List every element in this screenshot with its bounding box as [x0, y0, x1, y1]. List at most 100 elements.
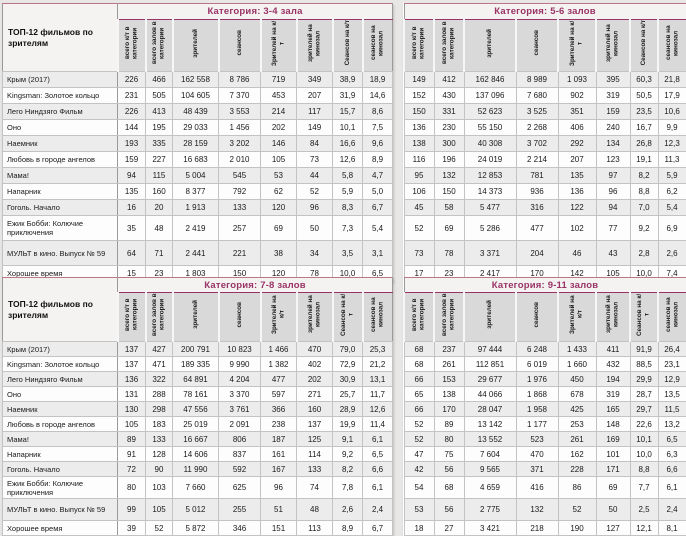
- value-cell: 13,2: [657, 416, 686, 432]
- value-cell: 9,2: [629, 215, 659, 241]
- value-cell: 8 989: [515, 71, 559, 88]
- table-row: 68 237 97 444 6 248 1 433 411 91,9 26,4: [403, 341, 686, 357]
- value-cell: 104 605: [172, 87, 219, 104]
- value-cell: 38,9: [332, 71, 363, 88]
- column-header-label: зрителей на кинозал: [605, 24, 620, 62]
- table-row: Мама! 89 133 16 667 806 187 125 9,1 6,1: [2, 431, 394, 447]
- value-cell: 68: [403, 341, 435, 357]
- table-body: Крым (2017) 226 466 162 558 8 786 719 349 38,9 1…: [2, 71, 394, 282]
- column-header-label: зрителей на кинозал: [306, 295, 322, 334]
- value-cell: 115: [145, 167, 173, 184]
- title-row: Категория: 9-11 залов: [404, 277, 686, 293]
- value-cell: 6,3: [657, 446, 686, 462]
- table-row: 136 230 55 150 2 268 406 240 16,7 9,9: [403, 119, 686, 136]
- value-cell: 6,2: [657, 183, 686, 200]
- table-row: 54 68 4 659 416 86 69 7,7 6,1: [403, 476, 686, 499]
- value-cell: 162 558: [172, 71, 219, 88]
- table-head: Категория: 9-11 залов всего к/т в категор…: [403, 277, 686, 342]
- category-title: Категория: 7-8 залов: [117, 277, 393, 293]
- value-cell: 5 477: [463, 199, 517, 216]
- value-cell: 72: [117, 461, 146, 477]
- value-cell: 73: [403, 240, 435, 266]
- table-row: Крым (2017) 226 466 162 558 8 786 719 349 38,9 1…: [2, 71, 394, 88]
- value-cell: 3,5: [332, 240, 363, 266]
- value-cell: 2 441: [172, 240, 219, 266]
- value-cell: 10,1: [629, 431, 659, 447]
- value-cell: 190: [557, 520, 597, 536]
- value-cell: 45: [403, 199, 435, 216]
- value-cell: 35: [117, 215, 146, 241]
- value-cell: 189 335: [172, 356, 219, 372]
- value-cell: 29,7: [629, 401, 659, 417]
- value-cell: 38: [260, 240, 297, 266]
- value-cell: 136: [403, 119, 435, 136]
- table-row: 53 56 2 775 132 52 50 2,5 2,4: [403, 498, 686, 521]
- value-cell: 5 872: [172, 520, 219, 536]
- value-cell: 11 990: [172, 461, 219, 477]
- value-cell: 135: [557, 167, 597, 184]
- value-cell: 136: [117, 371, 146, 387]
- value-cell: 351: [557, 103, 597, 120]
- value-cell: 12,9: [657, 371, 686, 387]
- value-cell: 8,8: [629, 461, 659, 477]
- value-cell: 50,5: [629, 87, 659, 104]
- table-head: Категория: 5-6 залов всего к/т в категори…: [403, 3, 686, 72]
- column-header-label: сеансов: [533, 301, 541, 328]
- value-cell: 28 047: [463, 401, 517, 417]
- value-cell: 52: [296, 183, 333, 200]
- table-row: МУЛЬТ в кино. Выпуск № 59 99 105 5 012 255 51…: [2, 498, 394, 521]
- column-header-label: сеансов на кинозал: [370, 297, 385, 332]
- value-cell: 7 660: [172, 476, 219, 499]
- value-cell: 78 161: [172, 386, 219, 402]
- column-header-6: Сеансов на к/т: [629, 19, 658, 72]
- value-cell: 2 775: [463, 498, 517, 521]
- value-cell: 425: [557, 401, 597, 417]
- value-cell: 51: [260, 498, 297, 521]
- value-cell: 13 142: [463, 416, 517, 432]
- value-cell: 292: [557, 135, 597, 152]
- value-cell: 50: [595, 498, 631, 521]
- value-cell: 114: [296, 446, 333, 462]
- table-row: 52 80 13 552 523 261 169 10,1 6,5: [403, 431, 686, 447]
- value-cell: 68: [433, 476, 465, 499]
- value-cell: 2,6: [332, 498, 363, 521]
- value-cell: 91,9: [629, 341, 659, 357]
- value-cell: 2,4: [657, 498, 686, 521]
- film-name-cell: МУЛЬТ в кино. Выпуск № 59: [2, 240, 118, 266]
- value-cell: 56: [433, 461, 465, 477]
- value-cell: 95: [403, 167, 435, 184]
- value-cell: 10,1: [332, 119, 363, 136]
- value-cell: 346: [218, 520, 261, 536]
- value-cell: 90: [145, 461, 173, 477]
- value-cell: 128: [145, 446, 173, 462]
- column-header-label: Зрителей на к/т: [270, 295, 286, 334]
- value-cell: 450: [557, 371, 597, 387]
- column-header-2: зрителей: [171, 292, 219, 342]
- column-header-label: сеансов: [235, 30, 243, 56]
- value-cell: 161: [260, 446, 297, 462]
- value-cell: 105: [117, 416, 146, 432]
- films-header: ТОП-12 фильмов по зрителям: [2, 3, 118, 72]
- value-cell: 5 286: [463, 215, 517, 241]
- value-cell: 1 958: [515, 401, 559, 417]
- value-cell: 319: [595, 87, 631, 104]
- value-cell: 195: [145, 119, 173, 136]
- value-cell: 3 370: [218, 386, 261, 402]
- value-cell: 130: [117, 401, 146, 417]
- value-cell: 80: [433, 431, 465, 447]
- value-cell: 8,9: [332, 520, 363, 536]
- value-cell: 58: [433, 199, 465, 216]
- value-cell: 21,2: [361, 356, 394, 372]
- value-cell: 187: [260, 431, 297, 447]
- value-cell: 8,9: [361, 151, 394, 168]
- value-cell: 470: [515, 446, 559, 462]
- value-cell: 221: [218, 240, 261, 266]
- value-cell: 5,0: [361, 183, 394, 200]
- value-cell: 8,2: [629, 167, 659, 184]
- value-cell: 6,6: [657, 461, 686, 477]
- value-cell: 5,9: [332, 183, 363, 200]
- value-cell: 1 382: [260, 356, 297, 372]
- column-header-label: всего к/т в категории: [411, 26, 426, 60]
- value-cell: 39: [117, 520, 146, 536]
- value-cell: 135: [117, 183, 146, 200]
